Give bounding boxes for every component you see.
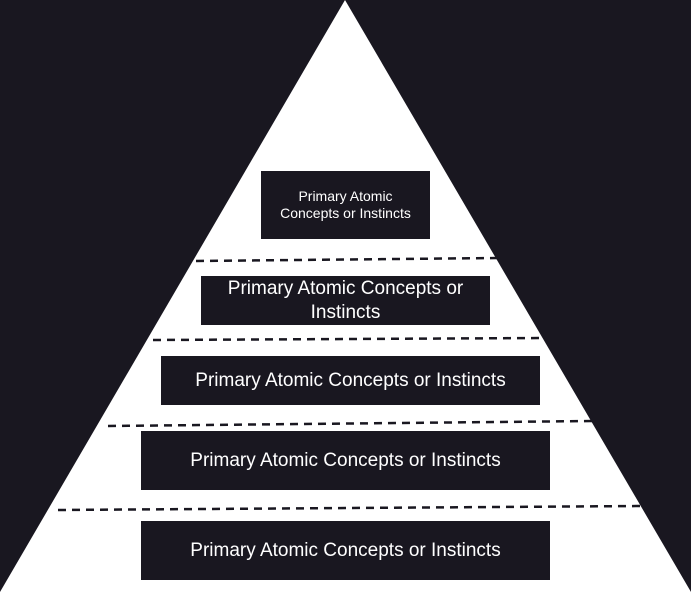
tier-box-5: Primary Atomic Concepts or Instincts: [141, 521, 550, 580]
tier-label-3: Primary Atomic Concepts or Instincts: [195, 369, 506, 391]
tier-label-4: Primary Atomic Concepts or Instincts: [190, 449, 501, 471]
tier-label-5: Primary Atomic Concepts or Instincts: [190, 539, 501, 561]
tier-divider-2: [152, 336, 546, 342]
tier-box-1: Primary Atomic Concepts or Instincts: [261, 171, 430, 239]
tier-label-1: Primary Atomic Concepts or Instincts: [280, 187, 411, 222]
tier-box-3: Primary Atomic Concepts or Instincts: [161, 356, 540, 405]
tier-label-2: Primary Atomic Concepts or Instincts: [227, 277, 464, 323]
tier-box-4: Primary Atomic Concepts or Instincts: [141, 431, 550, 490]
tier-box-2: Primary Atomic Concepts or Instincts: [201, 276, 490, 325]
tier-divider-3: [107, 419, 594, 428]
